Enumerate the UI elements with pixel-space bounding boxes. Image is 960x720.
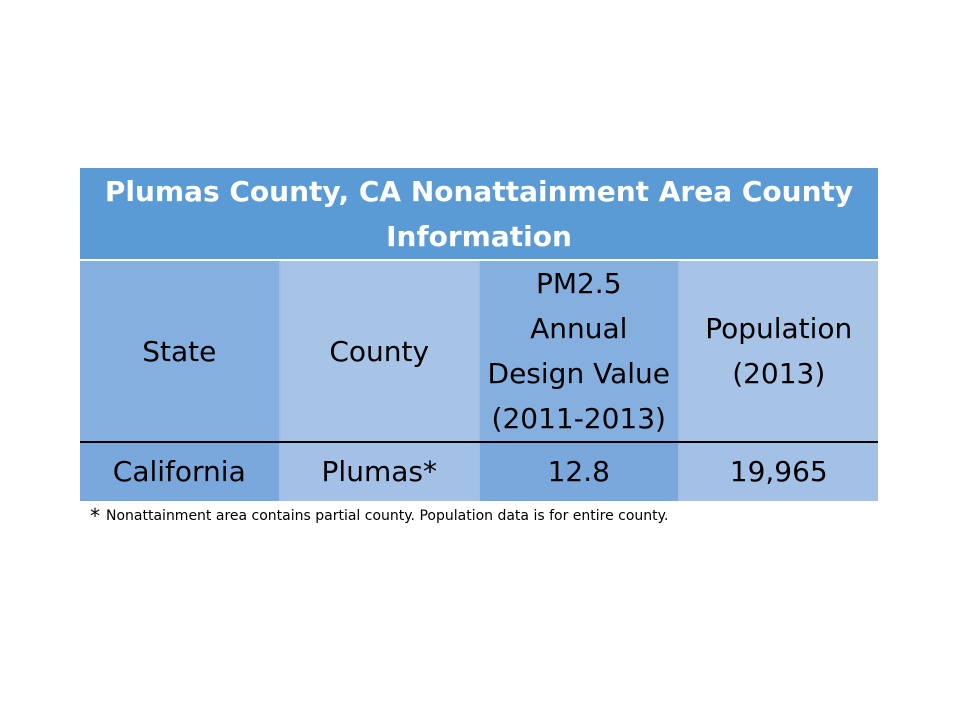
title-row: Plumas County, CA Nonattainment Area Cou… bbox=[80, 168, 878, 261]
cell-population: 19,965 bbox=[678, 442, 878, 501]
table-title: Plumas County, CA Nonattainment Area Cou… bbox=[80, 168, 878, 261]
cell-county: Plumas* bbox=[279, 442, 480, 501]
cell-design-value: 12.8 bbox=[479, 442, 680, 501]
county-info-table: Plumas County, CA Nonattainment Area Cou… bbox=[80, 168, 878, 501]
footnote-text: Nonattainment area contains partial coun… bbox=[106, 508, 669, 524]
header-population: Population (2013) bbox=[678, 260, 878, 443]
header-pm25-line2: Annual bbox=[530, 312, 628, 345]
cell-state: California bbox=[80, 442, 281, 501]
header-row: State County PM2.5 Annual Design Value (… bbox=[80, 260, 878, 443]
header-pm25-design-value: PM2.5 Annual Design Value (2011-2013) bbox=[479, 260, 680, 443]
header-pm25-line3: Design Value bbox=[487, 357, 670, 390]
footnote-marker: * bbox=[90, 504, 100, 528]
table-row: California Plumas* 12.8 19,965 bbox=[80, 442, 878, 501]
header-pm25-line1: PM2.5 bbox=[535, 267, 622, 300]
header-state: State bbox=[80, 260, 281, 443]
header-population-line1: Population bbox=[705, 312, 853, 345]
header-pm25-line4: (2011-2013) bbox=[491, 402, 666, 435]
footnote: * Nonattainment area contains partial cou… bbox=[90, 504, 880, 528]
header-county: County bbox=[279, 260, 480, 443]
header-population-line2: (2013) bbox=[732, 357, 826, 390]
